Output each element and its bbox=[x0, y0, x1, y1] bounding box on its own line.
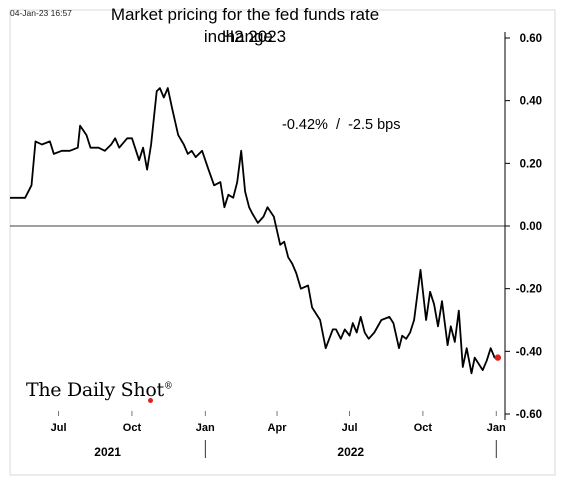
brand-logo: The Daily Shot® bbox=[26, 379, 173, 401]
x-tick-label: Oct bbox=[123, 422, 142, 434]
y-tick-label: -0.40 bbox=[516, 346, 542, 358]
y-tick-label: 0.40 bbox=[520, 96, 542, 108]
year-label: 2021 bbox=[94, 445, 121, 459]
year-label: 2022 bbox=[337, 445, 364, 459]
chart-title-line-1: Market pricing for the fed funds rate ch… bbox=[110, 5, 380, 46]
y-tick-label: -0.60 bbox=[516, 409, 542, 421]
x-tick-label: Oct bbox=[414, 422, 433, 434]
y-tick-label: 0.00 bbox=[520, 221, 542, 233]
series-line bbox=[10, 87, 498, 375]
x-tick-label: Jul bbox=[342, 422, 358, 434]
x-tick-label: Apr bbox=[268, 422, 288, 434]
y-tick-label: -0.20 bbox=[516, 284, 542, 296]
change-annotation: -0.42% / -2.5 bps bbox=[282, 117, 401, 133]
y-tick-label: 0.20 bbox=[520, 158, 542, 170]
x-tick-label: Jan bbox=[487, 422, 506, 434]
x-tick-label: Jan bbox=[196, 422, 215, 434]
last-value-point bbox=[494, 354, 502, 361]
y-tick-label: 0.60 bbox=[520, 33, 542, 45]
brand-dot bbox=[148, 398, 153, 403]
figure-border bbox=[9, 9, 556, 476]
brand-name: The Daily Shot bbox=[26, 379, 164, 401]
x-tick-label: Jul bbox=[51, 422, 67, 434]
timestamp: 04-Jan-23 16:57 bbox=[10, 8, 72, 18]
chart-title-line-2: in H2 2023 bbox=[203, 27, 287, 46]
brand-registered-mark: ® bbox=[163, 381, 173, 392]
